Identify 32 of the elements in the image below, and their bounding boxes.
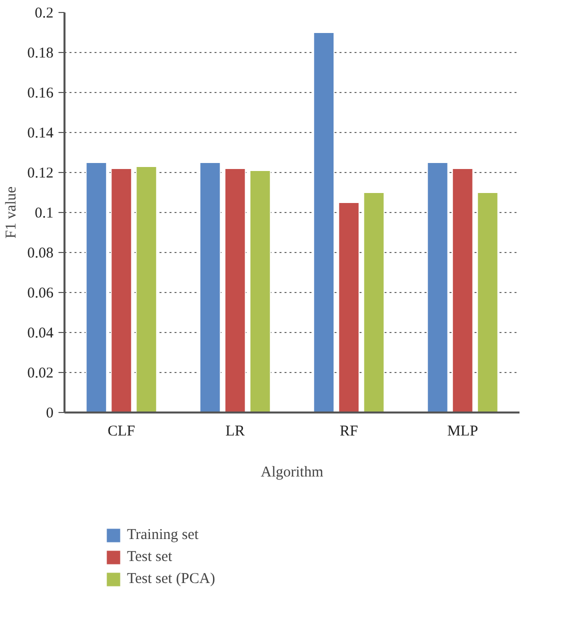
bar (136, 166, 158, 412)
x-axis-title: Algorithm (260, 464, 324, 480)
y-tick-label: 0.1 (34, 206, 54, 222)
bar (199, 162, 221, 412)
x-tick-label: MLP (447, 424, 478, 440)
x-tick-label: RF (340, 424, 358, 440)
legend-label: Test set (127, 548, 172, 566)
bar (224, 168, 246, 412)
bar (363, 192, 385, 412)
y-tick-label: 0.2 (34, 6, 54, 22)
y-tick-label: 0.18 (27, 46, 54, 62)
legend-label: Training set (127, 526, 199, 544)
bar (313, 32, 335, 412)
legend-label: Test set (PCA) (127, 570, 216, 588)
bar (86, 162, 108, 412)
bar (110, 168, 132, 412)
x-tick-label: LR (226, 424, 245, 440)
bar (426, 162, 448, 412)
bar (476, 192, 498, 412)
y-tick-label: 0.12 (27, 166, 54, 182)
y-tick-label: 0.02 (27, 366, 54, 382)
y-tick-label: 0.16 (27, 86, 54, 102)
bar (249, 170, 271, 412)
x-tick-label: CLF (108, 424, 136, 440)
y-tick-label: 0.14 (27, 126, 54, 142)
y-tick-label: 0.04 (27, 326, 54, 342)
bar (338, 202, 360, 412)
y-tick-label: 0.08 (27, 246, 54, 262)
y-tick-label: 0 (46, 406, 54, 422)
bar (452, 168, 474, 412)
y-tick-label: 0.06 (27, 286, 54, 302)
y-axis-title: F1 value (3, 186, 20, 239)
